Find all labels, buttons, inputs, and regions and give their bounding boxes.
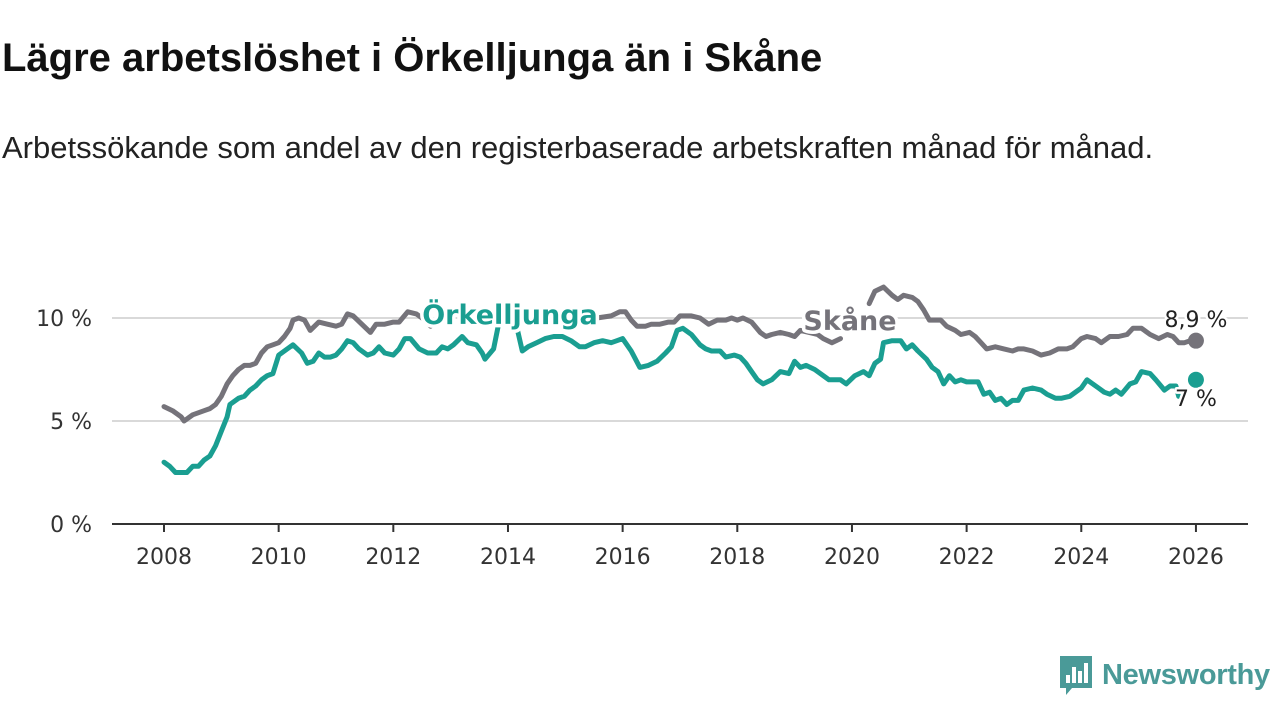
x-tick-label: 2014 [480, 545, 536, 570]
orkelljunga-line [161, 317, 1182, 475]
series-lines [161, 284, 1193, 475]
x-tick-label: 2008 [136, 545, 192, 570]
x-tick-label: 2024 [1053, 545, 1109, 570]
orkelljunga-series-label: Örkelljunga [422, 298, 598, 331]
chart-subtitle: Arbetssökande som andel av den registerb… [2, 130, 1154, 165]
skane-series-label: Skåne [803, 305, 896, 337]
x-tick-label: 2016 [595, 545, 651, 570]
y-tick-label: 10 % [36, 307, 92, 332]
x-tick-label: 2010 [251, 545, 307, 570]
skane-line-segment-3 [866, 284, 1193, 358]
skane-end-point [1187, 332, 1204, 349]
y-tick-label: 5 % [50, 410, 92, 435]
x-tick-label: 2020 [824, 545, 880, 570]
newsworthy-brand: Newsworthy [1058, 653, 1270, 697]
y-axis-labels: 0 % 5 % 10 % [36, 307, 92, 538]
x-tick-label: 2012 [365, 545, 421, 570]
x-tick-label: 2018 [709, 545, 765, 570]
orkelljunga-end-point [1187, 371, 1204, 388]
newsworthy-logo-icon [1060, 656, 1092, 695]
skane-line-segment-2 [594, 309, 843, 346]
newsworthy-wordmark: Newsworthy [1102, 658, 1270, 691]
y-tick-label: 0 % [50, 513, 92, 538]
gridlines [112, 317, 1248, 422]
skane-line-segment-1 [161, 309, 439, 424]
series-labels: Örkelljunga Skåne 8,9 % 7 % [419, 295, 1230, 415]
orkelljunga-end-value-label: 7 % [1175, 387, 1217, 412]
skane-end-value-label: 8,9 % [1165, 308, 1228, 333]
x-tick-label: 2026 [1168, 545, 1224, 570]
x-tick-label: 2022 [939, 545, 995, 570]
x-axis: 2008 2010 2012 2014 2016 2018 2020 2022 2024 2026 [112, 523, 1248, 570]
chart-title: Lägre arbetslöshet i Örkelljunga än i Sk… [2, 36, 823, 80]
